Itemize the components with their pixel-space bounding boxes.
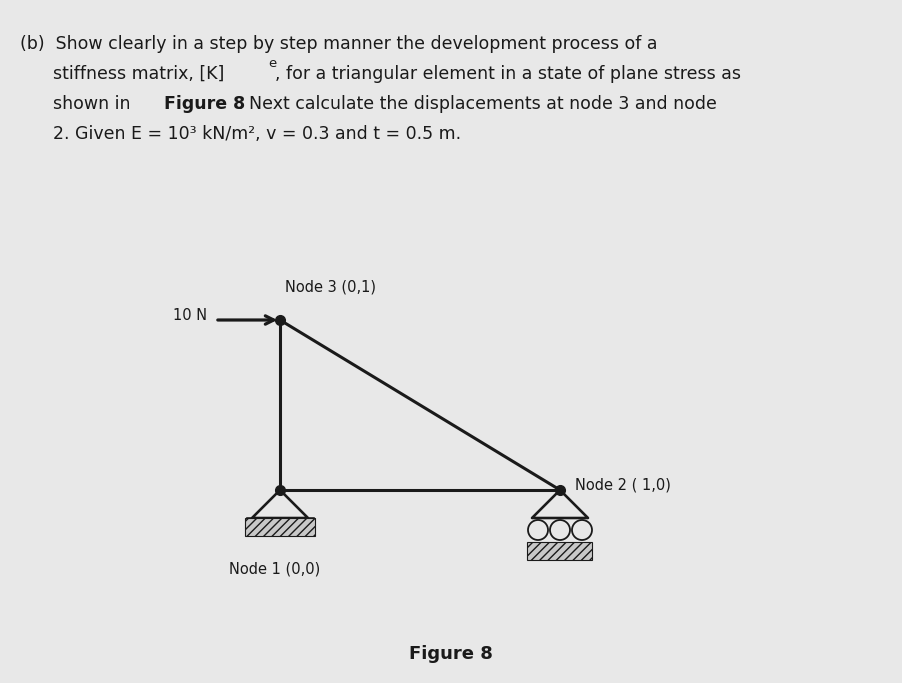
Text: shown in: shown in <box>20 95 136 113</box>
FancyBboxPatch shape <box>244 518 315 536</box>
Text: 2. Given E = 10³ kN/m², v = 0.3 and t = 0.5 m.: 2. Given E = 10³ kN/m², v = 0.3 and t = … <box>20 125 461 143</box>
Text: Figure 8: Figure 8 <box>409 645 492 663</box>
Text: Node 2 ( 1,0): Node 2 ( 1,0) <box>575 477 670 492</box>
FancyBboxPatch shape <box>527 542 592 560</box>
Text: Figure 8: Figure 8 <box>164 95 245 113</box>
Text: (b)  Show clearly in a step by step manner the development process of a: (b) Show clearly in a step by step manne… <box>20 35 657 53</box>
Text: Node 1 (0,0): Node 1 (0,0) <box>229 562 320 577</box>
Text: stiffness matrix, [K]: stiffness matrix, [K] <box>20 65 224 83</box>
Text: 10 N: 10 N <box>172 309 207 324</box>
Text: . Next calculate the displacements at node 3 and node: . Next calculate the displacements at no… <box>238 95 716 113</box>
Text: Node 3 (0,1): Node 3 (0,1) <box>285 280 375 295</box>
Text: , for a triangular element in a state of plane stress as: , for a triangular element in a state of… <box>275 65 741 83</box>
Text: e: e <box>268 57 276 70</box>
